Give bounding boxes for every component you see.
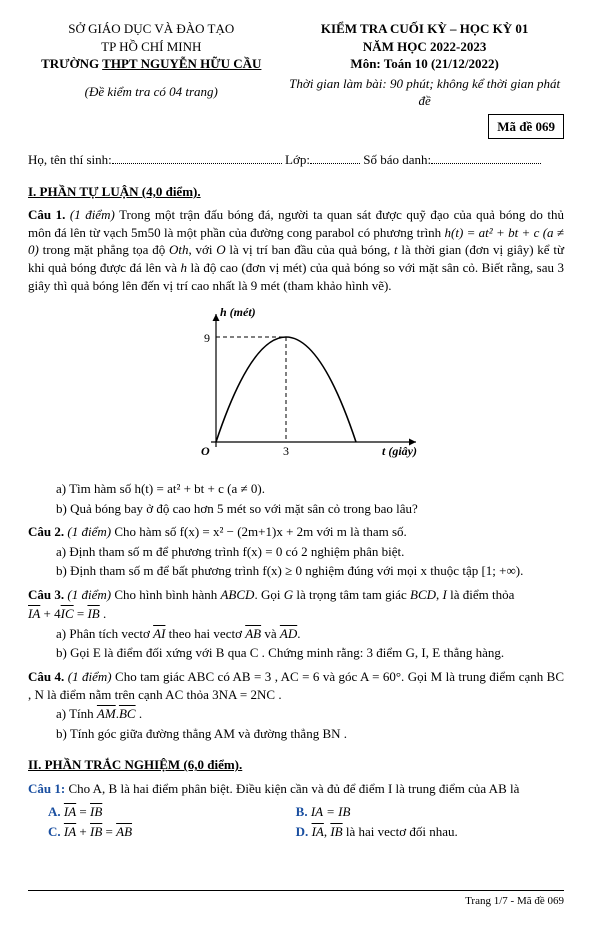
- mc-question-1: Câu 1: Cho A, B là hai điểm phân biệt. Đ…: [28, 780, 564, 798]
- class-label: Lớp:: [285, 152, 310, 167]
- page-number: Trang 1/7 - Mã đề 069: [28, 890, 564, 909]
- y-mark: 9: [204, 331, 210, 345]
- mc1-num: Câu 1:: [28, 781, 65, 796]
- mc1-choices: A. IA = IB B. IA = IB C. IA + IB = AB D.…: [48, 801, 564, 840]
- name-label: Họ, tên thí sinh:: [28, 152, 112, 167]
- sbd-label: Số báo danh:: [363, 152, 431, 167]
- q1-b: b) Quả bóng bay ở độ cao hơn 5 mét so vớ…: [56, 500, 564, 518]
- x-axis-label: t (giây): [382, 444, 417, 458]
- sbd-field: [431, 152, 541, 165]
- parabola-chart: 9 3 O h (mét) t (giây): [156, 302, 436, 472]
- edu-dept: SỞ GIÁO DỤC VÀ ĐÀO TẠO: [28, 20, 275, 38]
- y-axis-label: h (mét): [220, 305, 256, 319]
- city: TP HỒ CHÍ MINH: [28, 38, 275, 56]
- footer: Trang 1/7 - Mã đề 069: [28, 890, 564, 909]
- exam-code: Mã đề 069: [488, 114, 564, 140]
- exam-subject: Môn: Toán 10 (21/12/2022): [285, 55, 564, 73]
- mc1-choice-a: A. IA = IB: [48, 803, 296, 821]
- mc1-choice-d: D. IA, IB là hai vectơ đối nhau.: [296, 823, 544, 841]
- question-1: Câu 1. (1 điểm) Trong một trận đấu bóng …: [28, 206, 564, 294]
- mc1-choice-c: C. IA + IB = AB: [48, 823, 296, 841]
- exam-time: Thời gian làm bài: 90 phút; không kể thờ…: [285, 75, 564, 110]
- mc1-choice-b: B. IA = IB: [296, 803, 544, 821]
- page-count-note: (Đề kiểm tra có 04 trang): [28, 83, 275, 101]
- q3-equation: IA + 4IC = IB .: [28, 605, 564, 623]
- school: TRƯỜNG THPT NGUYỄN HỮU CẦU: [28, 55, 275, 73]
- section-2-title: II. PHẦN TRẮC NGHIỆM (6,0 điểm).: [28, 756, 564, 774]
- exam-year: NĂM HỌC 2022-2023: [285, 38, 564, 56]
- q1-num: Câu 1.: [28, 207, 65, 222]
- q2-b: b) Định tham số m để bất phương trình f(…: [56, 562, 564, 580]
- q3-a: a) Phân tích vectơ AI theo hai vectơ AB …: [56, 625, 564, 643]
- q2-a: a) Định tham số m để phương trình f(x) =…: [56, 543, 564, 561]
- name-field: [112, 152, 282, 165]
- x-mark: 3: [283, 444, 289, 458]
- header: SỞ GIÁO DỤC VÀ ĐÀO TẠO TP HỒ CHÍ MINH TR…: [28, 20, 564, 139]
- q4-b: b) Tính góc giữa đường thẳng AM và đường…: [56, 725, 564, 743]
- header-right: KIỂM TRA CUỐI KỲ – HỌC KỲ 01 NĂM HỌC 202…: [285, 20, 564, 139]
- header-left: SỞ GIÁO DỤC VÀ ĐÀO TẠO TP HỒ CHÍ MINH TR…: [28, 20, 275, 139]
- exam-title: KIỂM TRA CUỐI KỲ – HỌC KỲ 01: [285, 20, 564, 38]
- question-2: Câu 2. (1 điểm) Cho hàm số f(x) = x² − (…: [28, 523, 564, 541]
- class-field: [310, 152, 360, 165]
- student-info-line: Họ, tên thí sinh: Lớp: Số báo danh:: [28, 151, 564, 169]
- q1-pts: (1 điểm): [70, 207, 115, 222]
- section-1-title: I. PHẦN TỰ LUẬN (4,0 điểm).: [28, 183, 564, 201]
- origin-label: O: [201, 444, 210, 458]
- question-4: Câu 4. (1 điểm) Cho tam giác ABC có AB =…: [28, 668, 564, 703]
- q4-a: a) Tính AM.BC .: [56, 705, 564, 723]
- q3-b: b) Gọi E là điểm đối xứng với B qua C . …: [56, 644, 564, 662]
- q1-a: a) Tìm hàm số h(t) = at² + bt + c (a ≠ 0…: [56, 480, 564, 498]
- question-3: Câu 3. (1 điểm) Cho hình bình hành ABCD.…: [28, 586, 564, 604]
